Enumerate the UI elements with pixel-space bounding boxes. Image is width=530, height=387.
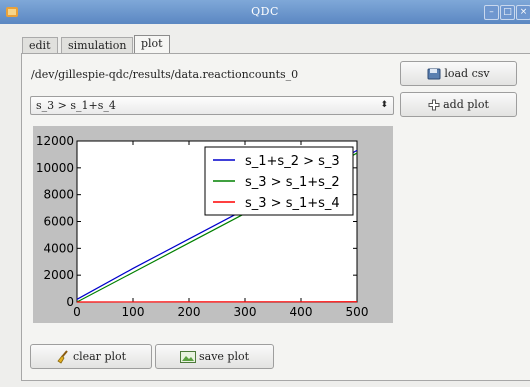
window-title: QDC [251,5,279,18]
app-icon [6,7,18,17]
maximize-icon[interactable]: □ [500,5,515,20]
clear-plot-label: clear plot [72,350,127,363]
broom-icon [57,350,68,364]
add-plot-label: add plot [443,98,489,111]
y-tick-label: 8000 [43,188,74,202]
add-plot-button[interactable]: add plot [400,92,517,117]
legend-label: s_3 > s_1+s_4 [245,196,340,211]
plot-area: 0 100 200 300 400 500 0 2000 4000 6000 8000 10000 12… [33,126,393,323]
reaction-select[interactable]: s_3 > s_1+s_4 ⬍ [30,96,394,115]
image-icon [179,351,196,363]
legend-label: s_3 > s_1+s_2 [245,175,340,190]
close-icon[interactable]: × [516,5,530,20]
clear-plot-button[interactable]: clear plot [30,344,152,369]
tab-edit[interactable]: edit [22,37,58,54]
minimize-icon[interactable]: – [484,5,499,20]
updown-arrow-icon: ⬍ [380,100,388,110]
x-tick-label: 200 [178,305,201,319]
y-tick-label: 4000 [43,241,74,255]
y-tick-label: 10000 [36,161,74,175]
title-bar: QDC – □ × [0,0,530,24]
x-tick-label: 100 [122,305,145,319]
file-path-label: /dev/gillespie-qdc/results/data.reaction… [31,68,299,81]
x-tick-label: 400 [290,305,313,319]
reaction-select-value: s_3 > s_1+s_4 [36,99,116,112]
save-plot-label: save plot [198,350,250,363]
x-tick-label: 0 [73,305,81,319]
legend-label: s_1+s_2 > s_3 [245,154,340,169]
load-csv-label: load csv [444,67,490,80]
save-plot-button[interactable]: save plot [155,344,274,369]
y-tick-label: 6000 [43,215,74,229]
floppy-icon [427,68,441,80]
chart: 0 100 200 300 400 500 0 2000 4000 6000 8000 10000 12… [36,134,369,319]
x-tick-label: 300 [234,305,257,319]
tab-plot[interactable]: plot [134,35,170,55]
tab-simulation[interactable]: simulation [61,37,134,54]
y-tick-label: 0 [66,295,74,309]
y-tick-label: 2000 [43,268,74,282]
plus-icon [428,99,440,111]
y-tick-label: 12000 [36,134,74,148]
x-tick-label: 500 [346,305,369,319]
load-csv-button[interactable]: load csv [400,61,517,86]
